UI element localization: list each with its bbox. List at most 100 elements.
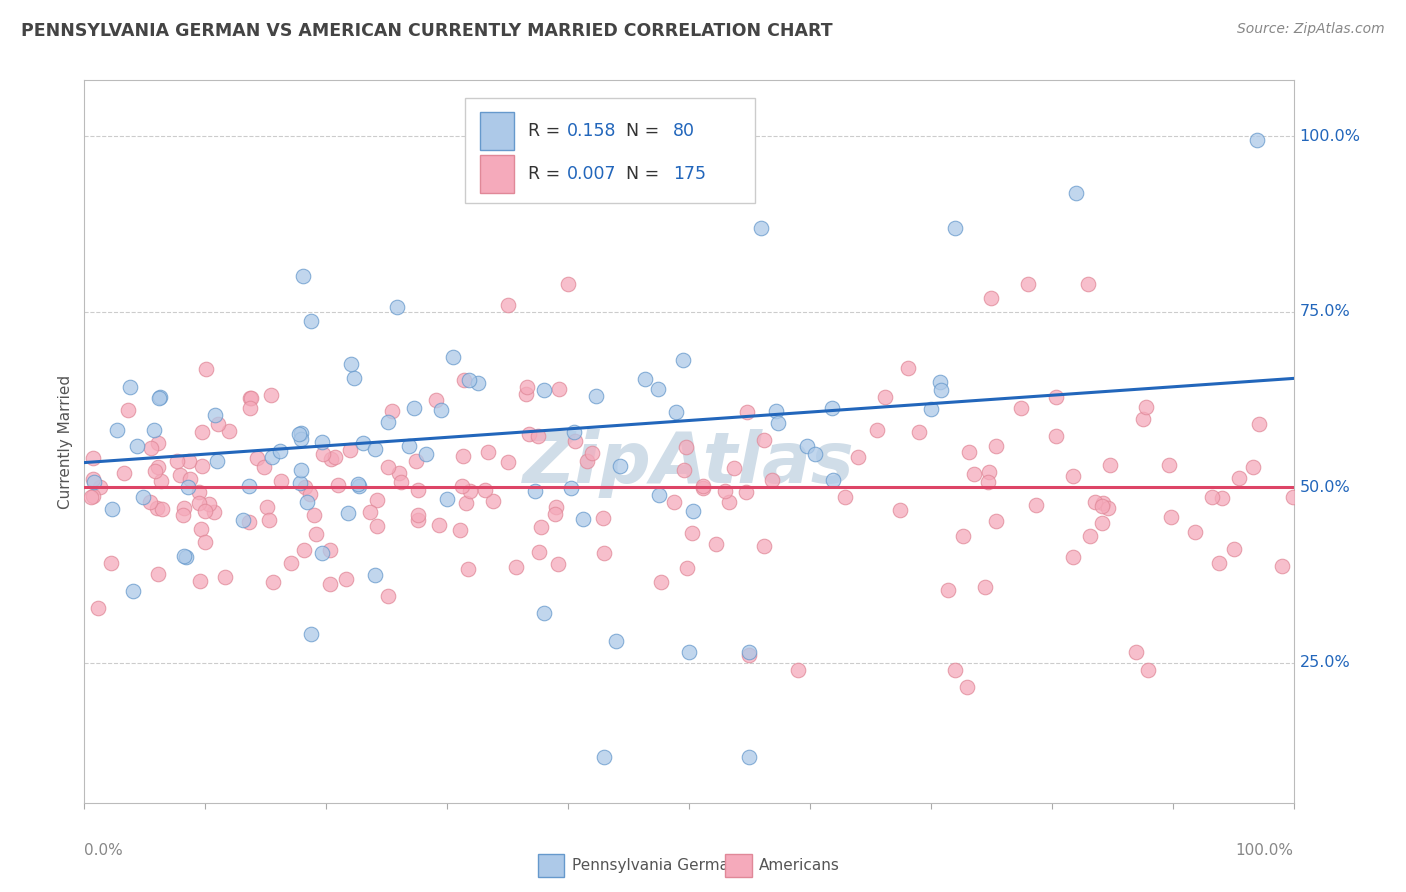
- Point: [751, 220, 773, 235]
- Point: [592, 511, 614, 525]
- Point: [505, 560, 527, 574]
- Point: [405, 454, 427, 468]
- Point: [101, 501, 124, 516]
- Point: [441, 351, 464, 365]
- Point: [1017, 277, 1039, 291]
- FancyBboxPatch shape: [479, 155, 513, 193]
- Point: [873, 390, 896, 404]
- Point: [609, 458, 631, 473]
- Point: [118, 380, 141, 394]
- Point: [253, 460, 276, 475]
- Point: [366, 519, 388, 533]
- Point: [105, 424, 128, 438]
- Point: [943, 220, 966, 235]
- Point: [1062, 550, 1084, 565]
- Point: [474, 483, 496, 497]
- Text: 0.007: 0.007: [567, 165, 616, 183]
- Point: [125, 439, 148, 453]
- Point: [187, 485, 209, 500]
- Point: [1246, 133, 1268, 147]
- Point: [406, 513, 429, 527]
- Point: [1281, 490, 1303, 504]
- Point: [605, 634, 627, 648]
- Point: [943, 663, 966, 677]
- Point: [295, 494, 318, 508]
- Text: N =: N =: [616, 122, 665, 140]
- Point: [194, 535, 217, 549]
- Point: [436, 491, 458, 506]
- Point: [318, 576, 340, 591]
- Point: [340, 357, 363, 371]
- Point: [1208, 556, 1230, 570]
- Point: [389, 475, 412, 489]
- Point: [257, 513, 280, 527]
- Point: [516, 379, 538, 393]
- Y-axis label: Currently Married: Currently Married: [58, 375, 73, 508]
- Point: [292, 543, 315, 558]
- Point: [312, 447, 335, 461]
- Point: [681, 525, 703, 540]
- Point: [593, 750, 616, 764]
- Point: [346, 477, 368, 491]
- Point: [311, 546, 333, 560]
- Point: [202, 505, 225, 519]
- Point: [821, 401, 844, 416]
- Text: R =: R =: [529, 122, 565, 140]
- Point: [963, 467, 986, 481]
- Point: [523, 484, 546, 499]
- Point: [1097, 500, 1119, 515]
- Point: [457, 562, 479, 576]
- Point: [453, 373, 475, 387]
- Point: [1211, 491, 1233, 506]
- Point: [238, 515, 260, 529]
- Point: [387, 300, 409, 314]
- Point: [246, 451, 269, 466]
- Point: [673, 463, 696, 477]
- Point: [704, 537, 727, 551]
- Point: [804, 447, 827, 461]
- Point: [527, 545, 550, 559]
- Text: 100.0%: 100.0%: [1299, 129, 1361, 144]
- Point: [1084, 495, 1107, 509]
- Point: [425, 393, 447, 408]
- Point: [974, 581, 997, 595]
- Point: [256, 500, 278, 515]
- Point: [359, 505, 381, 519]
- Point: [889, 502, 911, 516]
- Point: [427, 517, 450, 532]
- Point: [662, 494, 685, 508]
- Point: [735, 405, 758, 419]
- Point: [1091, 499, 1114, 513]
- Point: [302, 508, 325, 522]
- Point: [364, 442, 387, 457]
- Text: R =: R =: [529, 165, 565, 183]
- Point: [290, 426, 312, 441]
- Point: [82, 472, 104, 486]
- Point: [337, 506, 360, 520]
- Point: [572, 512, 595, 526]
- Point: [197, 498, 219, 512]
- Point: [112, 466, 135, 480]
- Point: [177, 480, 200, 494]
- Point: [752, 433, 775, 447]
- Point: [678, 645, 700, 659]
- Text: 80: 80: [673, 122, 695, 140]
- Point: [191, 425, 214, 439]
- Point: [576, 454, 599, 468]
- Text: 175: 175: [673, 165, 706, 183]
- Point: [530, 520, 553, 534]
- Point: [527, 428, 550, 442]
- Point: [515, 387, 537, 401]
- Point: [82, 489, 104, 503]
- Point: [269, 444, 291, 458]
- Point: [496, 454, 519, 468]
- Point: [194, 362, 217, 376]
- Point: [977, 465, 1000, 479]
- Point: [957, 445, 980, 459]
- Point: [633, 372, 655, 386]
- Point: [482, 494, 505, 508]
- Point: [647, 383, 669, 397]
- Point: [675, 440, 697, 454]
- Point: [260, 388, 283, 402]
- Point: [754, 539, 776, 553]
